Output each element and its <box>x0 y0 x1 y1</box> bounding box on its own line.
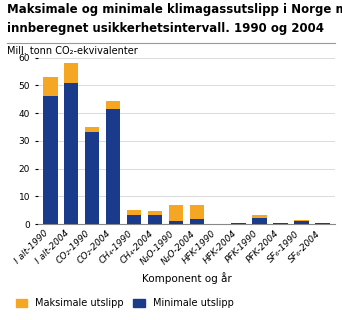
Text: Maksimale og minimale klimagassutslipp i Norge med: Maksimale og minimale klimagassutslipp i… <box>7 3 342 16</box>
Bar <box>127 215 141 224</box>
Bar <box>106 109 120 224</box>
Bar <box>189 205 204 219</box>
Bar <box>273 223 288 224</box>
Bar <box>148 211 162 215</box>
Bar <box>148 215 162 224</box>
Bar <box>85 132 100 224</box>
Text: innberegnet usikkerhetsintervall. 1990 og 2004: innberegnet usikkerhetsintervall. 1990 o… <box>7 22 324 36</box>
Bar <box>64 83 78 224</box>
Bar <box>43 96 57 224</box>
Bar <box>252 218 267 224</box>
Bar <box>169 221 183 224</box>
Bar <box>127 210 141 215</box>
X-axis label: Komponent og år: Komponent og år <box>142 272 231 284</box>
Bar <box>169 204 183 221</box>
Bar <box>294 220 309 221</box>
Text: Mill. tonn CO₂-ekvivalenter: Mill. tonn CO₂-ekvivalenter <box>7 46 137 56</box>
Legend: Maksimale utslipp, Minimale utslipp: Maksimale utslipp, Minimale utslipp <box>12 294 238 312</box>
Bar <box>294 221 309 224</box>
Bar <box>106 100 120 109</box>
Bar <box>315 223 330 224</box>
Bar <box>252 215 267 218</box>
Bar <box>85 127 100 132</box>
Bar <box>189 219 204 224</box>
Bar <box>64 63 78 83</box>
Bar <box>43 77 57 96</box>
Bar <box>232 223 246 224</box>
